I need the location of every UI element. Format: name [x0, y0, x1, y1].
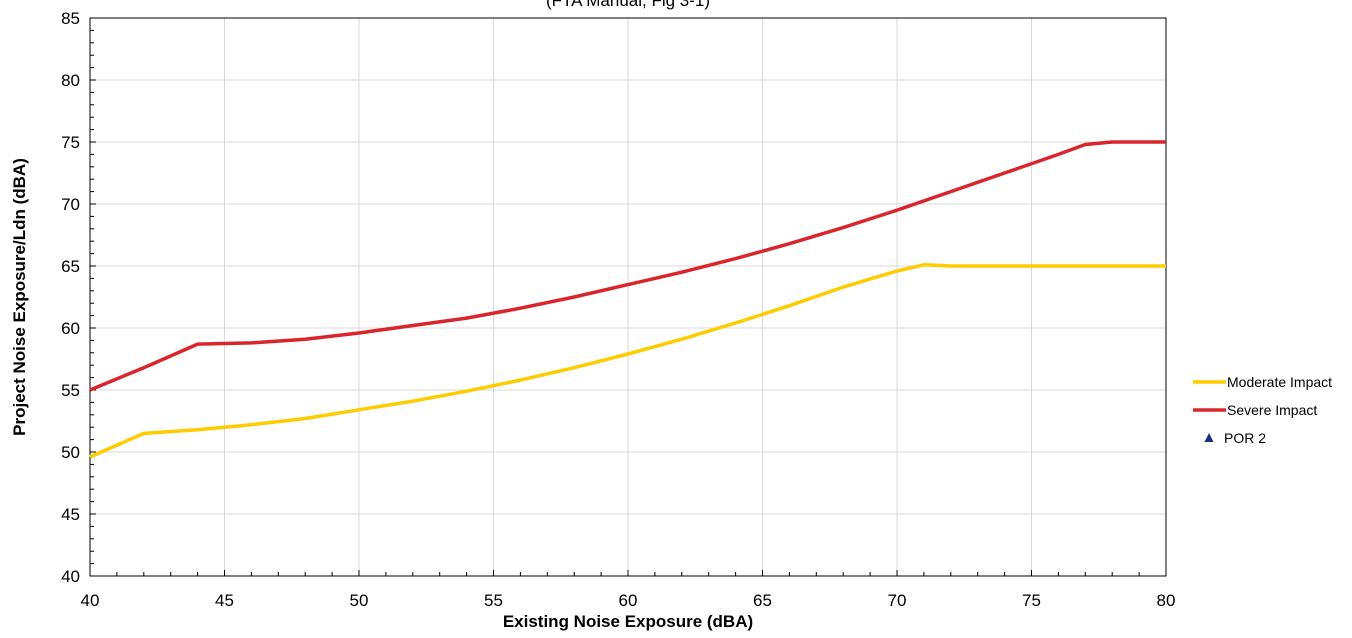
y-tick-label: 50 — [61, 443, 80, 462]
y-tick-label: 55 — [61, 381, 80, 400]
x-axis-title: Existing Noise Exposure (dBA) — [503, 612, 753, 631]
x-tick-label: 70 — [888, 591, 907, 610]
legend-label-moderate-impact: Moderate Impact — [1227, 374, 1332, 390]
legend: Moderate Impact Severe Impact POR 2 — [1193, 374, 1332, 446]
grid-lines — [89, 17, 1167, 577]
axes — [89, 17, 1167, 577]
x-tick-label: 45 — [215, 591, 234, 610]
x-tick-label: 80 — [1157, 591, 1176, 610]
x-tick-label: 75 — [1022, 591, 1041, 610]
tick-labels: 40 45 50 55 60 65 70 75 80 40 45 50 55 60 65 70 75 80 85 — [61, 9, 1175, 610]
x-tick-label: 50 — [350, 591, 369, 610]
x-tick-label: 40 — [81, 591, 100, 610]
y-tick-label: 70 — [61, 195, 80, 214]
x-tick-label: 60 — [619, 591, 638, 610]
y-axis-title: Project Noise Exposure/Ldn (dBA) — [10, 158, 29, 436]
legend-marker-por-2 — [1204, 433, 1214, 442]
chart-subtitle: (FTA Manual, Fig 3-1) — [546, 0, 710, 10]
series-line-severe-impact — [89, 140, 1166, 392]
y-tick-label: 60 — [61, 319, 80, 338]
series-line-moderate-impact — [89, 263, 1166, 459]
legend-label-severe-impact: Severe Impact — [1227, 402, 1317, 418]
y-tick-label: 85 — [61, 9, 80, 28]
y-tick-label: 65 — [61, 257, 80, 276]
series-lines — [89, 140, 1166, 459]
y-tick-label: 45 — [61, 505, 80, 524]
legend-label-por-2: POR 2 — [1224, 430, 1266, 446]
x-tick-label: 65 — [753, 591, 772, 610]
y-tick-label: 40 — [61, 567, 80, 586]
y-tick-label: 75 — [61, 133, 80, 152]
y-tick-label: 80 — [61, 71, 80, 90]
x-tick-label: 55 — [484, 591, 503, 610]
